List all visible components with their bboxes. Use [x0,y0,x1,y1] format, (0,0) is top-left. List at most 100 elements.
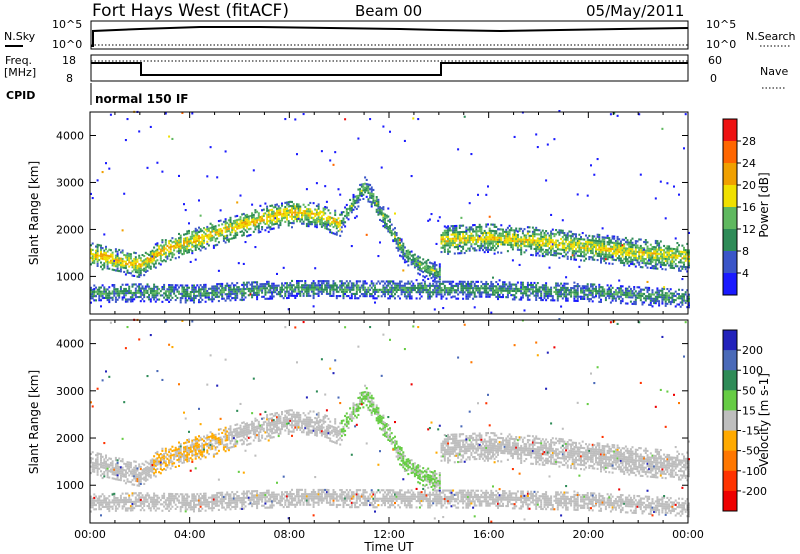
power-cell [231,237,234,240]
power-cell [395,284,398,287]
power-cell [312,216,315,219]
power-cell [139,272,142,275]
power-cell [158,298,161,301]
power-cell [289,211,292,214]
power-cell [624,287,627,290]
power-cell [164,256,167,259]
power-cell [231,297,234,300]
power-cell [254,291,257,294]
power-cell [641,266,644,269]
power-cell [221,287,224,290]
power-cell [352,286,355,289]
power-cell [613,241,616,244]
power-cell [314,292,317,295]
power-cell [624,236,627,239]
power-cell [639,266,642,269]
power-cell [633,302,636,305]
power-cell [626,247,629,250]
power-cell [573,293,576,296]
power-cell [374,204,376,207]
power-cell [460,216,463,219]
power-cell [448,250,451,253]
power-cell [580,291,582,294]
power-cell [95,249,97,252]
power-cell [452,284,455,287]
power-cell [134,260,137,263]
power-cell [661,249,664,252]
power-cell [307,218,310,221]
power-cell [141,268,144,271]
power-cell [498,285,501,288]
power-cell [100,255,102,258]
power-cell [425,285,428,288]
power-cell [533,290,536,293]
power-cell [194,238,197,241]
power-cell [603,238,606,241]
power-cell [189,237,192,240]
power-cell [548,288,551,291]
power-cell [520,251,523,254]
velocity-cell [96,456,99,459]
power-cell [324,220,327,223]
power-cell [312,280,315,283]
power-cell [355,195,358,198]
power-cell [400,291,403,294]
power-cell [301,216,303,219]
power-cell [487,240,489,243]
power-cell [550,295,553,298]
power-cell [418,282,421,285]
power-cell [639,294,642,297]
power-cell [566,245,569,248]
power-cell [169,286,172,289]
power-cell [661,268,664,271]
power-cell [595,250,597,253]
power-cell [502,230,504,233]
power-cell [460,291,463,294]
power-cell [623,262,626,265]
power-cell [124,300,127,303]
power-cell [651,289,654,292]
power-cell [513,233,516,236]
power-cell [600,292,602,295]
power-cell [606,288,609,291]
power-cell [332,221,335,224]
power-cell [199,236,202,239]
power-cell [302,212,305,215]
power-cell [277,220,280,223]
power-cell [634,298,637,301]
power-cell [482,249,484,252]
power-cell [224,289,227,292]
velocity-cell [98,463,101,466]
power-cell [244,241,247,244]
power-cell [427,295,430,298]
power-cell [267,297,270,300]
power-cell [596,259,599,262]
power-cell [488,215,491,218]
power-cell [430,268,433,271]
power-cell [272,284,275,287]
power-cell [586,245,589,248]
power-cell [168,255,171,258]
date-title: 05/May/2011 [586,2,684,20]
power-cell [194,229,197,232]
power-cell [611,299,614,302]
power-cell [369,196,372,199]
power-cell [369,284,372,287]
power-cell [540,286,543,289]
power-cell [276,220,278,223]
power-cell [251,212,254,215]
power-cell [478,225,481,228]
power-cell [332,282,335,285]
power-cell [545,292,548,295]
power-cell [271,213,274,216]
velocity-cell [106,471,109,474]
power-cell [550,249,553,252]
power-cell [604,262,607,265]
power-cell [686,249,689,252]
power-cell [324,288,327,291]
power-cell [234,234,237,237]
power-cell [488,233,491,236]
power-cell [329,288,332,291]
power-cell [573,289,576,292]
power-cell [619,249,622,252]
